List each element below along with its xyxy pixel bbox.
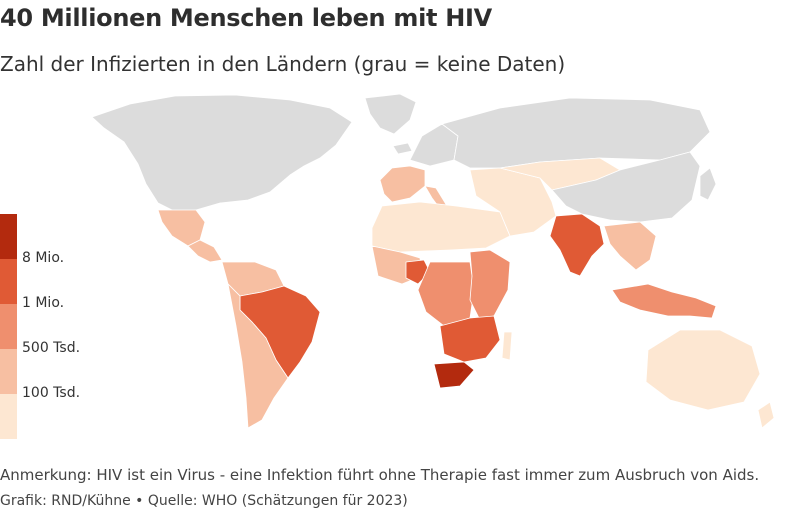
world-map bbox=[0, 85, 800, 455]
region-north-africa bbox=[371, 201, 511, 253]
footnote: Anmerkung: HIV ist ein Virus - eine Infe… bbox=[0, 466, 760, 484]
region-central-africa bbox=[417, 261, 475, 327]
region-new-zealand bbox=[757, 401, 775, 429]
legend-label: 1 Mio. bbox=[22, 295, 65, 311]
region-iceland bbox=[392, 142, 413, 155]
world-map-svg bbox=[91, 93, 775, 429]
region-india bbox=[549, 213, 605, 277]
region-indonesia bbox=[611, 283, 717, 319]
region-south-africa bbox=[433, 361, 475, 389]
legend-label: 100 Tsd. bbox=[22, 385, 81, 401]
region-south-america-south bbox=[227, 283, 289, 429]
region-madagascar bbox=[501, 331, 513, 361]
legend-swatch bbox=[0, 394, 17, 439]
legend-label: 500 Tsd. bbox=[22, 340, 81, 356]
region-japan bbox=[699, 167, 717, 201]
color-legend: 8 Mio. 1 Mio. 500 Tsd. 100 Tsd. bbox=[0, 214, 140, 439]
legend-swatch bbox=[0, 349, 17, 394]
chart-subtitle: Zahl der Infizierten in den Ländern (gra… bbox=[0, 52, 566, 76]
region-greenland bbox=[364, 93, 417, 135]
region-east-africa bbox=[469, 249, 511, 321]
legend-label: 8 Mio. bbox=[22, 250, 65, 266]
region-europe-west bbox=[379, 165, 426, 203]
region-southern-africa bbox=[439, 315, 501, 363]
legend-swatch bbox=[0, 259, 17, 304]
region-southeast-asia bbox=[603, 221, 657, 271]
chart-title: 40 Millionen Menschen leben mit HIV bbox=[0, 4, 492, 32]
source-credit: Grafik: RND/Kühne • Quelle: WHO (Schätzu… bbox=[0, 493, 408, 509]
region-canada-usa bbox=[91, 94, 353, 213]
region-australia bbox=[645, 329, 761, 411]
legend-swatch bbox=[0, 304, 17, 349]
legend-swatch bbox=[0, 214, 17, 259]
region-central-america bbox=[187, 239, 223, 263]
